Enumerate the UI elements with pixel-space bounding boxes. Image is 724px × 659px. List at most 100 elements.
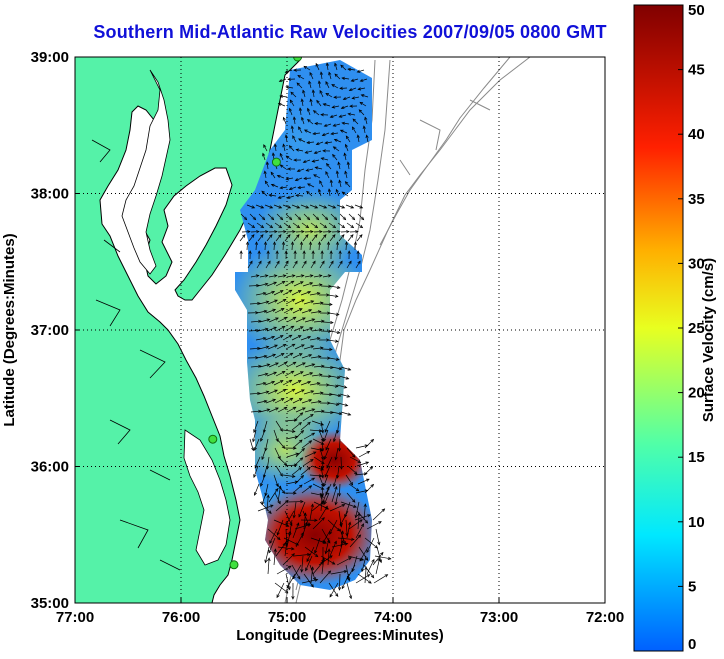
velocity-arrow (283, 397, 293, 404)
velocity-arrowhead (337, 587, 342, 591)
velocity-arrow (275, 326, 286, 332)
velocity-arrowhead (310, 230, 314, 234)
velocity-arrow (320, 420, 324, 433)
velocity-arrow (267, 389, 278, 395)
velocity-arrow (314, 150, 322, 154)
velocity-arrowhead (282, 388, 287, 392)
velocity-arrowhead (269, 224, 274, 229)
velocity-arrow (294, 344, 305, 350)
velocity-arrowhead (253, 429, 257, 434)
x-axis-label: Longitude (Degrees:Minutes) (236, 627, 444, 644)
velocity-arrowhead (335, 312, 340, 316)
velocity-arrow (323, 103, 331, 107)
velocity-arrowhead (291, 553, 295, 557)
velocity-arrowhead (275, 407, 279, 411)
velocity-arrowhead (316, 292, 321, 296)
velocity-arrowhead (338, 250, 342, 254)
velocity-arrowhead (351, 216, 356, 221)
velocity-arrow (295, 275, 304, 278)
velocity-arrow (307, 183, 315, 188)
velocity-arrow (276, 519, 284, 536)
velocity-arrow (346, 564, 356, 580)
velocity-arrowhead (366, 450, 371, 454)
velocity-arrow (301, 485, 312, 494)
velocity-arrow (255, 337, 266, 341)
velocity-arrowhead (344, 143, 348, 148)
velocity-arrow (342, 191, 349, 197)
velocity-arrowhead (255, 274, 260, 278)
velocity-arrow (321, 438, 324, 451)
velocity-arrow (327, 384, 338, 387)
velocity-arrow (291, 290, 302, 296)
velocity-arrowhead (298, 421, 302, 426)
velocity-arrowhead (286, 195, 291, 199)
velocity-arrow (321, 558, 325, 575)
velocity-arrowhead (317, 310, 322, 314)
velocity-arrowhead (316, 99, 320, 104)
velocity-arrow (309, 204, 318, 209)
velocity-arrow (309, 241, 311, 251)
velocity-arrow (310, 567, 314, 584)
velocity-arrow (358, 87, 366, 90)
velocity-arrow (346, 447, 356, 458)
velocity-arrowhead (314, 550, 318, 554)
velocity-arrowhead (282, 274, 287, 278)
velocity-arrow (307, 108, 311, 116)
velocity-arrowhead (297, 290, 302, 294)
velocity-arrow (259, 364, 270, 368)
velocity-arrowhead (293, 68, 297, 72)
velocity-arrowhead (351, 454, 356, 458)
velocity-arrowhead (302, 89, 306, 94)
velocity-arrowhead (307, 118, 311, 123)
velocity-arrowhead (299, 412, 304, 416)
velocity-arrow (339, 528, 346, 545)
velocity-arrowhead (333, 216, 338, 221)
velocity-arrow (263, 420, 268, 433)
velocity-arrowhead (307, 183, 311, 187)
velocity-arrowhead (290, 547, 295, 551)
velocity-arrow (287, 195, 295, 199)
velocity-arrow (318, 506, 328, 521)
velocity-arrowhead (381, 508, 386, 512)
velocity-arrowhead (316, 382, 321, 386)
velocity-arrow (291, 335, 302, 341)
velocity-arrow (330, 180, 333, 188)
velocity-arrowhead (297, 216, 302, 221)
velocity-arrow (274, 144, 277, 152)
velocity-arrowhead (332, 153, 336, 158)
velocity-arrowhead (261, 190, 265, 195)
velocity-arrow (346, 582, 352, 599)
radar-stations (208, 57, 303, 570)
velocity-arrow (327, 549, 330, 566)
velocity-arrowhead (282, 343, 287, 347)
velocity-arrowhead (314, 205, 319, 209)
velocity-arrow (273, 241, 275, 251)
velocity-arrow (270, 171, 276, 179)
velocity-arrowhead (356, 134, 360, 139)
velocity-arrow (257, 234, 264, 242)
velocity-arrowhead (359, 224, 364, 229)
velocity-arrowhead (347, 367, 352, 371)
velocity-arrowhead (360, 216, 365, 221)
velocity-arrow (307, 119, 314, 125)
velocity-arrowhead (341, 121, 346, 125)
colorbar-tick-label: 35 (688, 191, 705, 208)
velocity-arrowhead (258, 364, 262, 368)
velocity-arrow (328, 260, 334, 269)
velocity-arrow (302, 510, 310, 526)
velocity-arrowhead (263, 144, 267, 148)
velocity-arrowhead (305, 567, 309, 572)
velocity-arrowhead (312, 110, 317, 114)
velocity-arrowhead (343, 570, 348, 574)
velocity-arrow (286, 573, 296, 589)
velocity-arrowhead (275, 438, 279, 443)
velocity-arrowhead (355, 488, 360, 492)
velocity-arrow (275, 234, 282, 242)
velocity-arrow (344, 153, 347, 161)
velocity-arrowhead (329, 250, 333, 254)
velocity-arrow (291, 564, 301, 580)
velocity-arrow (340, 64, 347, 71)
velocity-arrow (304, 451, 317, 458)
velocity-arrowhead (299, 484, 303, 488)
velocity-arrow (293, 412, 303, 422)
